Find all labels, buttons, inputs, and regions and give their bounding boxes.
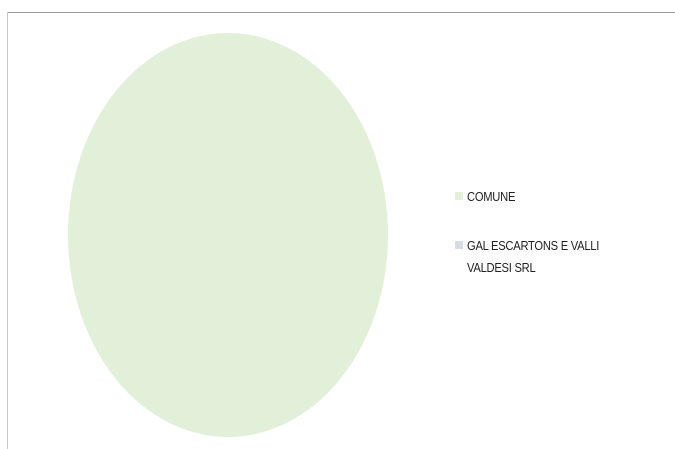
top-border-line — [7, 12, 675, 13]
legend-item-comune: COMUNE — [455, 186, 670, 208]
legend-label-comune: COMUNE — [467, 189, 516, 204]
legend-label-gal-escartons: GAL ESCARTONS E VALLI VALDESI SRL — [467, 238, 600, 275]
left-border-line — [7, 12, 8, 449]
legend-swatch-comune — [455, 192, 463, 200]
legend-swatch-gal-escartons — [455, 241, 463, 249]
legend-item-gal-escartons: GAL ESCARTONS E VALLI VALDESI SRL — [455, 235, 670, 279]
legend: COMUNE GAL ESCARTONS E VALLI VALDESI SRL — [455, 186, 670, 306]
pie-slice-comune — [68, 33, 388, 437]
